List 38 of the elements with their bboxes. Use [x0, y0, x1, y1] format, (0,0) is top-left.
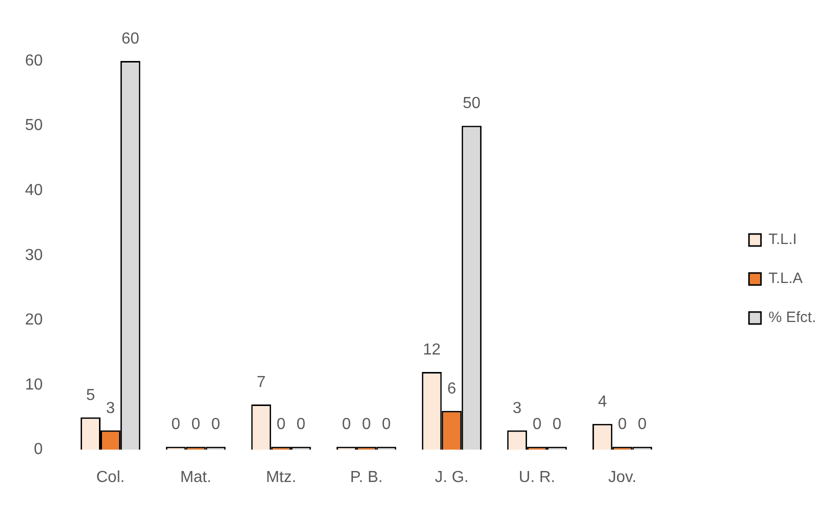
x-tick-label: Mat.: [180, 468, 212, 486]
data-label: 7: [256, 374, 266, 391]
legend-label: % Efct.: [768, 309, 816, 326]
x-tick-label: Jov.: [608, 468, 636, 486]
data-label: 0: [382, 416, 391, 434]
x-tick-label: P. B.: [350, 468, 383, 486]
data-label: 0: [362, 416, 371, 434]
y-tick-label: 40: [25, 182, 43, 200]
data-label: 60: [121, 30, 140, 48]
data-label: 0: [211, 416, 220, 434]
data-label: 3: [106, 400, 115, 417]
data-label: 0: [618, 416, 627, 434]
data-label: 0: [552, 416, 562, 434]
y-tick-label: 30: [25, 246, 43, 264]
legend-label: T.L.A: [768, 270, 803, 288]
x-tick-label: Col.: [96, 468, 125, 486]
data-label: 0: [638, 416, 647, 434]
data-label: 0: [276, 416, 286, 434]
data-label: 0: [171, 416, 180, 434]
x-tick-label: Mtz.: [266, 468, 296, 486]
x-tick-label: U. R.: [518, 468, 556, 486]
data-label: 3: [512, 400, 522, 417]
data-label: 0: [532, 416, 542, 434]
data-label: 50: [462, 95, 481, 112]
legend-label: T.L.I: [768, 231, 797, 248]
data-label: 0: [296, 416, 306, 434]
x-tick-label: J. G.: [434, 468, 469, 486]
data-label: 4: [598, 393, 607, 410]
y-tick-label: 0: [34, 441, 43, 458]
data-label: 0: [191, 416, 200, 434]
y-tick-label: 10: [25, 376, 43, 394]
y-tick-label: 60: [25, 52, 43, 70]
data-label: 12: [422, 341, 441, 358]
data-label: 5: [86, 386, 96, 404]
y-tick-label: 20: [25, 312, 43, 329]
data-label: 0: [342, 416, 352, 434]
data-label: 6: [447, 380, 456, 398]
y-tick-label: 50: [25, 117, 43, 134]
